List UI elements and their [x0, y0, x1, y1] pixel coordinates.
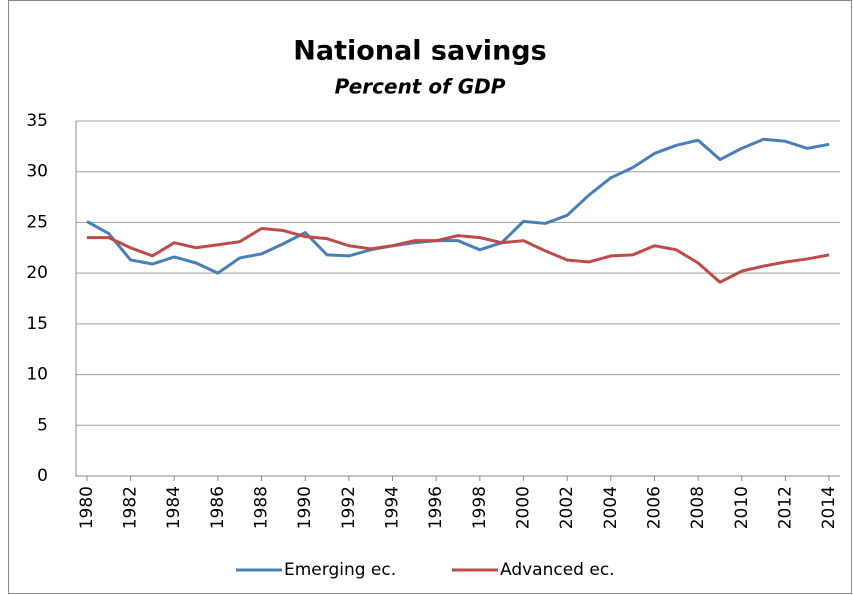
x-tick-label: 1980 [77, 486, 97, 529]
legend-label: Advanced ec. [500, 560, 615, 580]
y-tick-label: 5 [37, 415, 48, 435]
x-tick-label: 1994 [383, 486, 403, 529]
x-tick-label: 1986 [208, 486, 228, 529]
x-tick-label: 1998 [470, 486, 490, 529]
x-tick-label: 2008 [688, 486, 708, 529]
x-tick-label: 1996 [426, 486, 446, 529]
y-tick-label: 35 [26, 111, 48, 131]
y-tick-label: 0 [37, 466, 48, 486]
x-tick-label: 2012 [775, 486, 795, 529]
x-tick-label: 2004 [601, 486, 621, 529]
chart-subtitle: Percent of GDP [335, 75, 506, 99]
x-tick-label: 2000 [513, 486, 533, 529]
series-line [86, 137, 830, 275]
x-tick-label: 2002 [557, 486, 577, 529]
x-tick-label: 1984 [164, 486, 184, 529]
chart-frame [8, 0, 852, 594]
y-tick-label: 10 [26, 365, 48, 385]
y-tick-label: 20 [26, 263, 48, 283]
x-tick-label: 2014 [819, 486, 839, 529]
x-tick-label: 1990 [295, 486, 315, 529]
series-line [86, 227, 830, 284]
y-tick-label: 30 [26, 162, 48, 182]
x-tick-label: 1982 [121, 486, 141, 529]
y-tick-label: 25 [26, 212, 48, 232]
x-tick-label: 2006 [644, 486, 664, 529]
chart-title: National savings [293, 36, 546, 67]
x-tick-label: 2010 [732, 486, 752, 529]
legend-label: Emerging ec. [284, 560, 396, 580]
x-tick-label: 1992 [339, 486, 359, 529]
x-tick-label: 1988 [252, 486, 272, 529]
y-tick-label: 15 [26, 314, 48, 334]
